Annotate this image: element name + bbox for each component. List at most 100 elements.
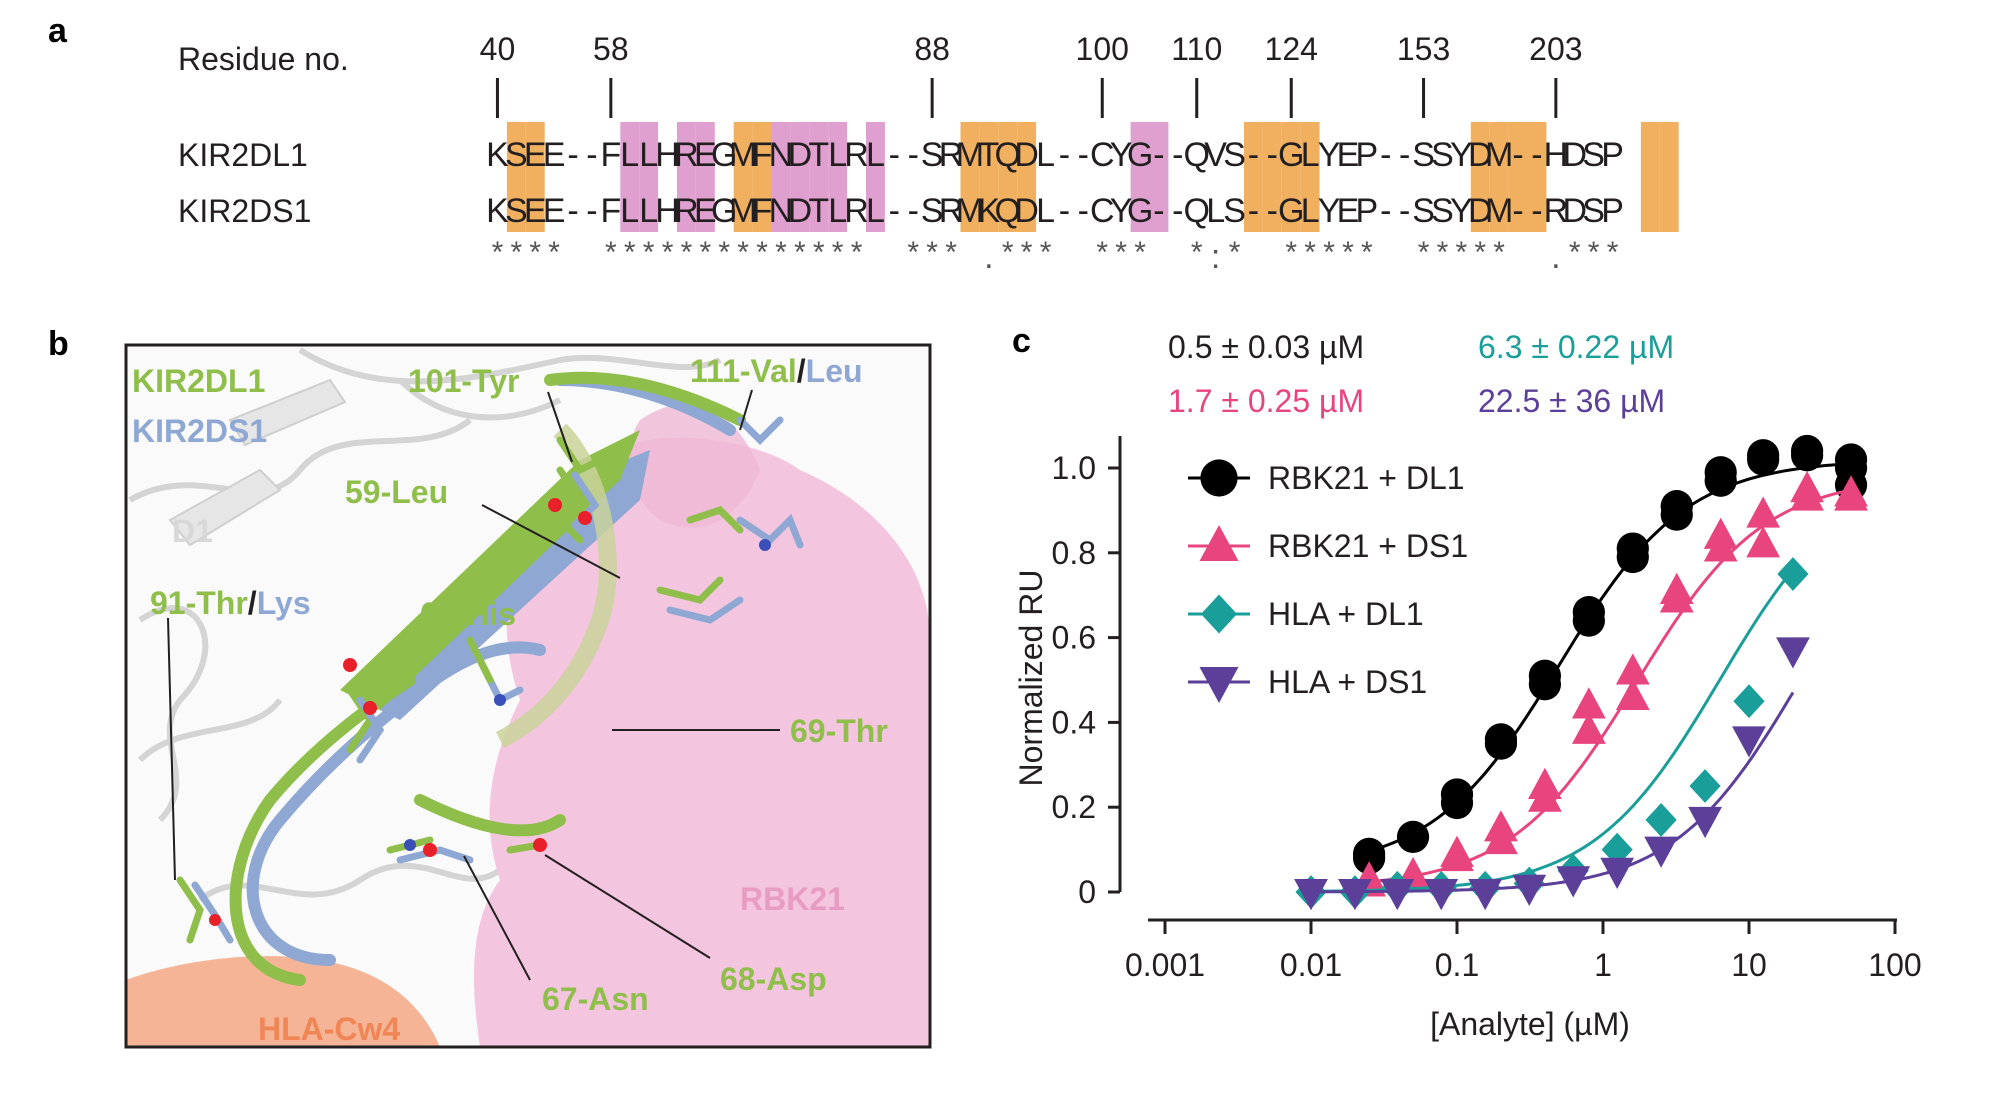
sequence-residue: K [486, 136, 509, 174]
highlight-rbk21-contact [620, 122, 640, 232]
sequence-residue: - [1399, 136, 1410, 174]
sequence-residue: Y [1318, 192, 1341, 230]
conservation-mark: * [548, 236, 560, 269]
conservation-mark: * [605, 236, 617, 269]
sequence-residue: - [1172, 136, 1183, 174]
sequence-residue: S [1412, 192, 1435, 230]
highlight-contact-site [506, 122, 526, 232]
sequence-residue: E [694, 136, 717, 174]
sequence-residue: - [1399, 192, 1410, 230]
kd-hla-ds1: 22.5 ± 36 µM [1478, 383, 1665, 419]
sequence-residue: - [889, 192, 900, 230]
sequence-residue: G [1127, 192, 1153, 230]
data-point [1689, 769, 1721, 803]
highlight-contact-site [1262, 122, 1282, 232]
highlight-rbk21-contact [828, 122, 848, 232]
highlight-contact-site [1527, 122, 1547, 232]
highlight-contact-site [1300, 122, 1320, 232]
data-point [1615, 678, 1650, 710]
highlight-contact-site [1470, 122, 1490, 232]
sequence-residue: G [711, 136, 737, 174]
conservation-mark: * [1021, 236, 1033, 269]
data-point [1834, 475, 1868, 507]
data-point [1440, 835, 1474, 867]
sequence-residue: - [908, 136, 919, 174]
sequence-residue: - [1531, 136, 1542, 174]
sequence-residue: S [1582, 192, 1605, 230]
conservation-mark: * [1418, 236, 1430, 269]
conservation-mark: * [1456, 236, 1468, 269]
sequence-residue: T [978, 136, 999, 174]
highlight-contact-site [1508, 122, 1528, 232]
sequence-residue: - [1172, 192, 1183, 230]
hla-cw4-surface [126, 956, 440, 1047]
sequence-residue: F [752, 136, 773, 174]
panel-c-label: c [1012, 322, 1031, 360]
chart-legend: RBK21 + DL1 RBK21 + DS1 HLA + DL1 HLA + DS1 [1188, 459, 1468, 703]
data-point [1659, 572, 1694, 604]
series-rbk21-dl1 [1352, 434, 1868, 875]
sequence-residue: - [1248, 136, 1259, 174]
sequence-residue: L [866, 136, 885, 174]
x-tick-label: 10 [1731, 947, 1767, 983]
sequence-residue: P [1601, 136, 1624, 174]
label-67-asn: 67-Asn [542, 981, 649, 1017]
sequence-residue: - [1380, 136, 1391, 174]
data-point [1704, 456, 1737, 489]
sequence-residue: P [1356, 136, 1379, 174]
data-point [1571, 712, 1606, 744]
highlight-rbk21-contact [809, 122, 829, 232]
x-tick-label: 100 [1868, 947, 1921, 983]
sequence-residue: D [1562, 192, 1587, 230]
kd-hla-dl1: 6.3 ± 0.22 µM [1478, 329, 1674, 365]
residue-number: 88 [914, 31, 950, 67]
sequence-residue: M [956, 192, 984, 230]
data-point [1528, 659, 1562, 692]
highlight-contact-site [979, 122, 999, 232]
label-101-tyr: 101-Tyr [408, 363, 519, 399]
d1-strand [228, 378, 347, 447]
conservation-mark: * [511, 236, 523, 269]
d1-strand [168, 468, 282, 547]
sequence-residue: - [586, 136, 597, 174]
sequence-residue: T [808, 136, 829, 174]
sequence-residue: - [1512, 192, 1523, 230]
highlight-contact-site [1017, 122, 1037, 232]
highlight-contact-site [752, 122, 772, 232]
residue-number: 153 [1397, 31, 1450, 67]
label-111-leu: Leu [806, 353, 863, 389]
y-axis-label: Normalized RU [1013, 570, 1049, 787]
highlight-contact-site [1244, 122, 1263, 232]
conservation-mark: * [492, 236, 504, 269]
d1-label: D1 [172, 513, 213, 549]
conservation-mark: * [1229, 236, 1241, 269]
sequence-residue: - [1267, 192, 1278, 230]
sequence-residue: L [1301, 192, 1320, 230]
conservation-mark: * [1285, 236, 1297, 269]
sequence-residue: Q [1184, 136, 1210, 174]
sequence-residue: R [939, 192, 964, 230]
sequence-residue: L [1036, 192, 1055, 230]
sequence-residue: R [844, 136, 869, 174]
sequence-residue: L [639, 136, 658, 174]
sequence-residue: G [1127, 136, 1153, 174]
data-point [1732, 726, 1766, 758]
data-point [1776, 637, 1810, 669]
conservation-mark: . [1551, 238, 1560, 276]
series-hla-ds1 [1294, 637, 1810, 911]
data-point [1352, 837, 1386, 870]
label-91-thr-text: 91-Thr [150, 585, 248, 621]
highlight-rbk21-contact [639, 122, 659, 232]
sequence-residue: - [567, 192, 578, 230]
panel-a-label: a [48, 12, 68, 50]
label-91-sep: / [248, 585, 257, 621]
sequence-residue: G [1278, 192, 1304, 230]
panel-c: c 0.5 ± 0.03 µM 6.3 ± 0.22 µM 1.7 ± 0.25… [1012, 322, 1922, 1042]
sequence-residue: E [1337, 192, 1360, 230]
sequence-residue: L [828, 192, 847, 230]
sequence-residue: S [505, 136, 528, 174]
highlight-rbk21-contact [677, 122, 696, 232]
conservation-mark: * [907, 236, 919, 269]
sequence-residue: R [844, 192, 869, 230]
data-point [1571, 687, 1606, 719]
